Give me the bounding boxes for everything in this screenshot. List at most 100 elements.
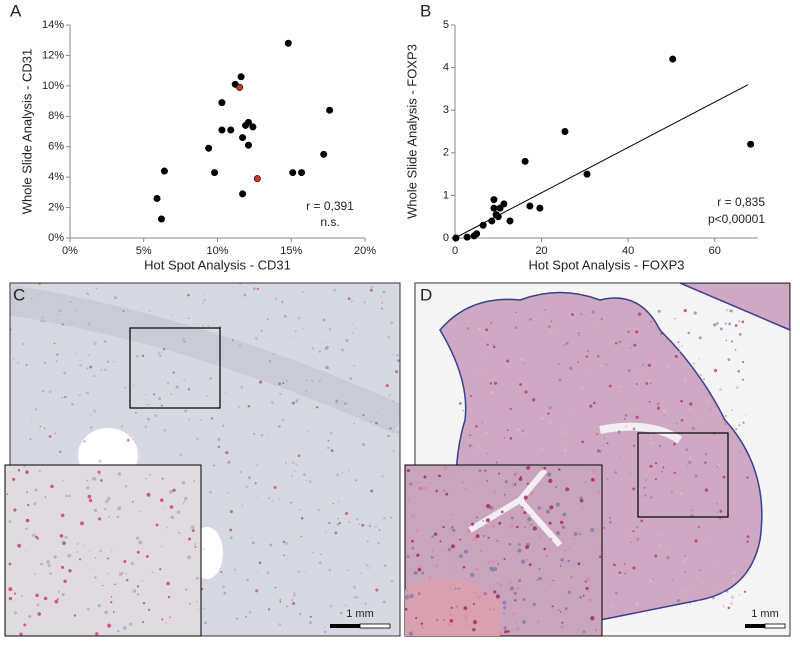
point bbox=[227, 126, 235, 134]
stain-dot bbox=[734, 427, 738, 431]
stain-dot bbox=[57, 590, 60, 593]
stain-dot bbox=[312, 551, 315, 554]
stain-dot bbox=[713, 368, 718, 373]
stain-dot bbox=[13, 592, 17, 595]
stain-dot bbox=[410, 539, 414, 543]
stain-dot bbox=[588, 598, 593, 603]
stain-dot bbox=[274, 297, 278, 301]
stain-dot bbox=[498, 521, 502, 525]
stain-dot bbox=[392, 400, 394, 403]
stain-dot bbox=[466, 327, 470, 330]
stain-dot bbox=[650, 382, 652, 385]
stain-dot bbox=[556, 531, 561, 536]
stain-dot bbox=[166, 527, 169, 529]
stain-dot bbox=[100, 369, 103, 372]
stain-dot bbox=[705, 400, 709, 403]
stain-dot bbox=[210, 417, 213, 420]
stain-dot bbox=[387, 336, 390, 339]
stain-dot bbox=[297, 570, 301, 573]
stain-dot bbox=[679, 492, 683, 496]
stain-dot bbox=[222, 424, 225, 427]
stain-dot bbox=[649, 464, 653, 468]
stain-dot bbox=[271, 499, 274, 502]
stain-dot bbox=[240, 385, 244, 389]
stain-dot bbox=[351, 300, 353, 302]
stain-dot bbox=[523, 363, 525, 365]
point bbox=[500, 200, 508, 208]
stain-dot bbox=[644, 479, 647, 481]
stain-dot bbox=[136, 585, 140, 588]
stain-dot bbox=[68, 569, 72, 573]
stain-dot bbox=[648, 379, 650, 381]
stain-dot bbox=[468, 444, 472, 448]
stain-dot bbox=[673, 442, 676, 446]
stain-dot bbox=[578, 334, 580, 337]
stain-dot bbox=[200, 418, 203, 421]
stain-dot bbox=[237, 405, 240, 408]
stain-dot bbox=[130, 561, 134, 565]
x-tick-label: 20% bbox=[354, 245, 376, 257]
stain-dot bbox=[106, 360, 110, 363]
stain-dot bbox=[381, 302, 384, 304]
stain-dot bbox=[531, 398, 536, 402]
stain-dot bbox=[341, 348, 344, 352]
point bbox=[218, 126, 226, 134]
stain-dot bbox=[481, 422, 484, 424]
x-tick-label: 15% bbox=[280, 245, 302, 257]
stain-dot bbox=[508, 542, 512, 546]
stain-dot bbox=[305, 390, 308, 393]
stain-dot bbox=[693, 311, 697, 315]
stain-dot bbox=[594, 629, 597, 632]
stain-dot bbox=[552, 579, 554, 582]
stain-dot bbox=[274, 586, 277, 589]
stain-dot bbox=[186, 555, 191, 560]
stain-dot bbox=[322, 342, 324, 345]
stain-dot bbox=[734, 324, 738, 327]
stain-dot bbox=[197, 608, 199, 611]
stain-dot bbox=[567, 546, 570, 550]
stain-dot bbox=[86, 292, 89, 295]
stain-dot bbox=[209, 491, 212, 494]
stain-dot bbox=[256, 496, 258, 498]
stain-dot bbox=[259, 380, 263, 384]
stain-dot bbox=[95, 287, 98, 290]
stain-dot bbox=[524, 526, 526, 528]
trend-line bbox=[454, 84, 749, 239]
stain-dot bbox=[292, 593, 296, 597]
scale-bar bbox=[330, 624, 360, 628]
stain-dot bbox=[475, 534, 480, 539]
stain-dot bbox=[283, 314, 287, 318]
stain-dot bbox=[375, 588, 379, 592]
stain-dot bbox=[370, 489, 374, 493]
stain-dot bbox=[732, 571, 736, 575]
stain-dot bbox=[495, 461, 499, 464]
stain-dot bbox=[443, 619, 446, 622]
stain-dot bbox=[442, 526, 445, 529]
stain-dot bbox=[725, 339, 727, 342]
stain-dot bbox=[184, 409, 187, 413]
stain-dot bbox=[20, 595, 23, 598]
stain-dot bbox=[167, 595, 171, 599]
stain-dot bbox=[193, 543, 196, 546]
stain-dot bbox=[606, 477, 609, 480]
stain-dot bbox=[558, 468, 561, 471]
stain-dot bbox=[487, 536, 490, 539]
stain-dot bbox=[189, 603, 191, 605]
stain-dot bbox=[598, 555, 602, 558]
stain-dot bbox=[19, 632, 23, 636]
stain-dot bbox=[223, 591, 227, 595]
stain-dot bbox=[392, 450, 395, 453]
stain-dot bbox=[243, 293, 247, 297]
stain-dot bbox=[614, 342, 618, 345]
stain-dot bbox=[608, 384, 612, 388]
stain-dot bbox=[472, 603, 475, 606]
x-tick-label: 0% bbox=[62, 245, 78, 257]
stain-dot bbox=[503, 493, 506, 496]
point bbox=[526, 202, 534, 210]
stain-dot bbox=[280, 300, 284, 304]
point bbox=[249, 123, 257, 131]
stain-dot bbox=[698, 336, 702, 340]
stain-dot bbox=[579, 595, 582, 599]
stain-dot bbox=[167, 382, 170, 385]
